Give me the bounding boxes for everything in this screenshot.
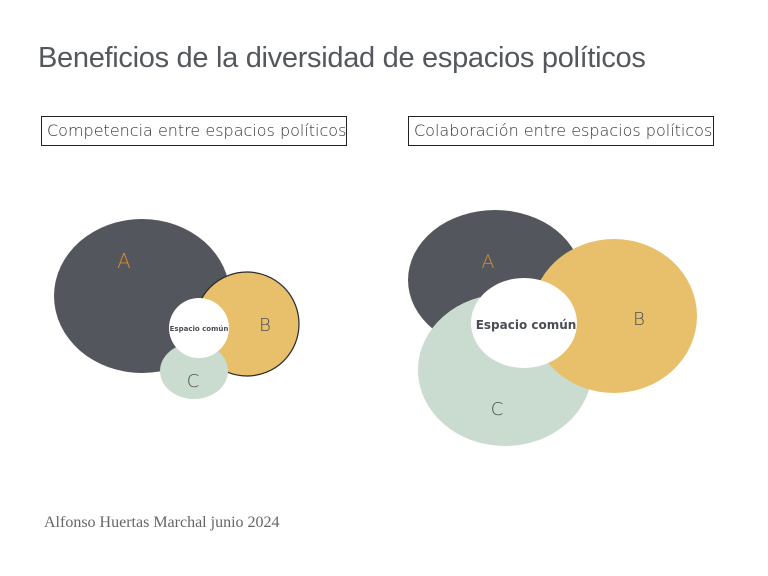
- author-footer: Alfonso Huertas Marchal junio 2024: [44, 514, 280, 531]
- label-common: Espacio común: [170, 325, 229, 333]
- label-c: C: [187, 371, 200, 392]
- competition-heading: Competencia entre espacios políticos: [41, 116, 347, 146]
- label-b: B: [633, 309, 645, 330]
- label-c: C: [491, 399, 504, 420]
- collaboration-heading: Colaboración entre espacios políticos: [408, 116, 714, 146]
- space-b: [531, 239, 697, 393]
- common-space: [471, 278, 577, 368]
- common-space: [169, 298, 229, 358]
- label-a: A: [117, 249, 131, 273]
- label-a: A: [482, 251, 495, 273]
- label-common: Espacio común: [476, 318, 577, 332]
- collaboration-diagram: A B C Espacio común: [408, 210, 697, 446]
- slide-title: Beneficios de la diversidad de espacios …: [38, 42, 646, 74]
- label-b: B: [259, 315, 271, 336]
- competition-diagram: A B C Espacio común: [54, 219, 300, 399]
- space-c: [160, 343, 228, 399]
